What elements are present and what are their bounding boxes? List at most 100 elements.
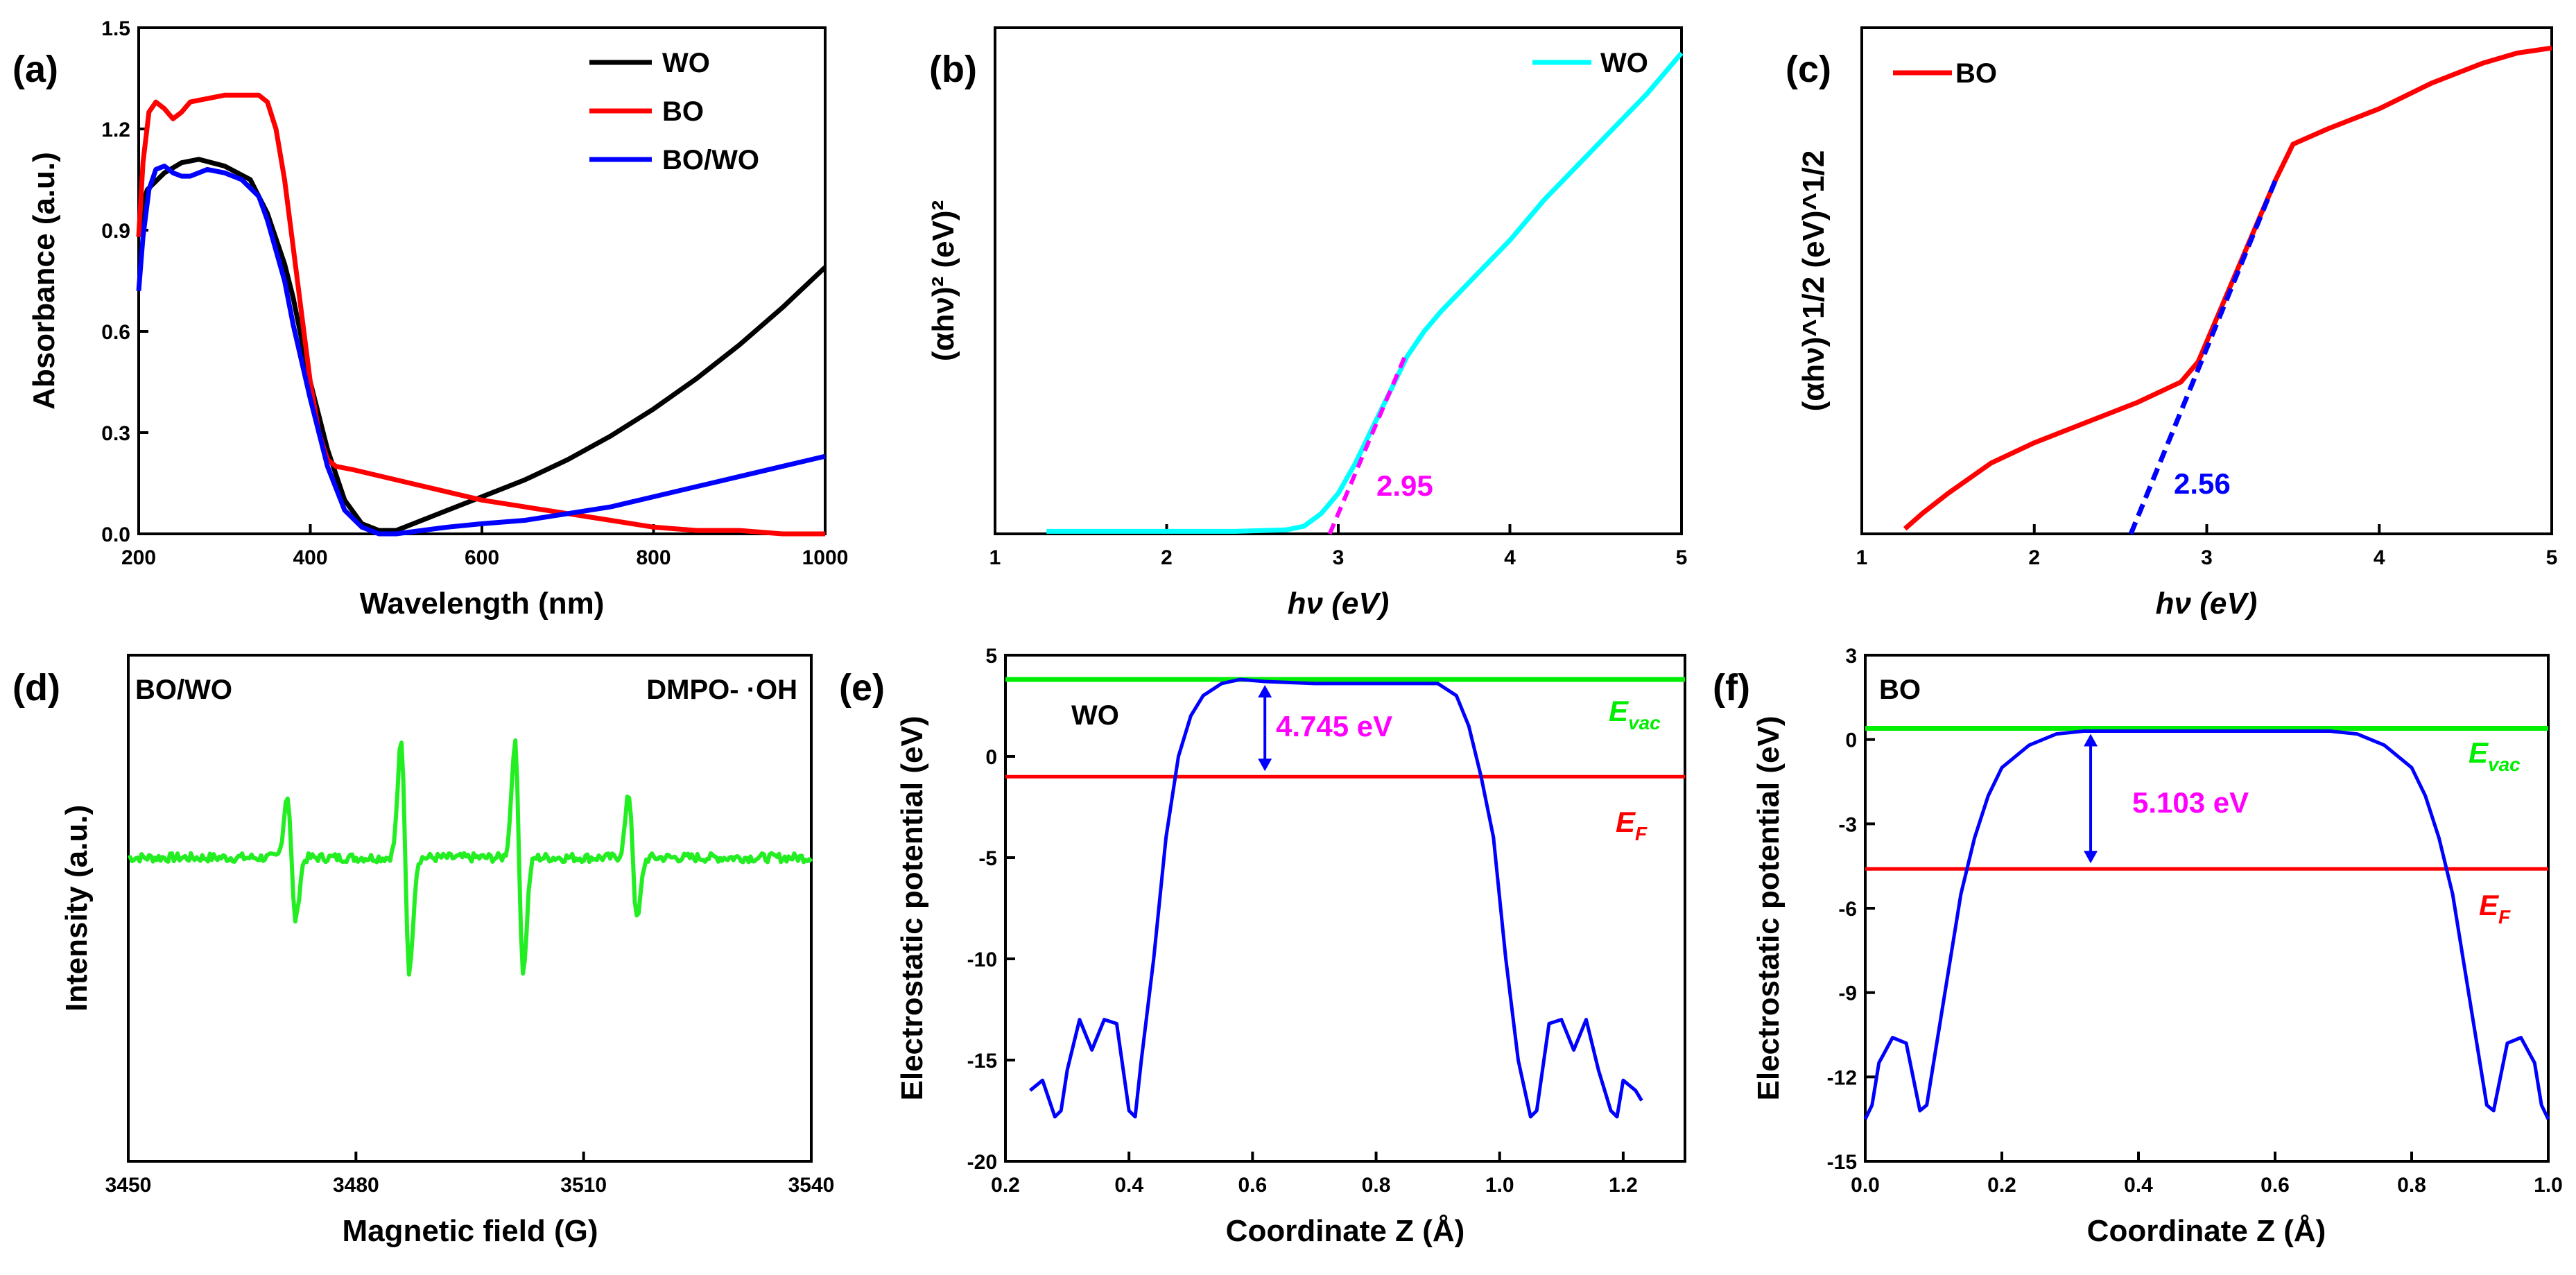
panel-c-xtick-label: 5: [2546, 546, 2558, 569]
panel-a-series: [136, 92, 827, 537]
panel-f-evac-label: Evac: [2469, 736, 2521, 775]
panel-f-arrow-head-up: [2084, 734, 2098, 747]
panel-b-xtick-label: 1: [989, 546, 1001, 569]
panel-f: (f) 0.0 0.2 0.4 0.6 0.8 1.0-15-12-9-6-303 BO …: [1713, 645, 2563, 1248]
panel-b-xtick-label: 3: [1333, 546, 1345, 569]
panel-a-series-bowo: [136, 164, 826, 537]
panel-e-frame: [1004, 654, 1686, 1163]
panel-e-ylabel: Electrostatic potential (eV): [895, 715, 929, 1100]
panel-e-ytick-label: -20: [967, 1151, 997, 1174]
panel-e-evac-label: Evac: [1609, 695, 1661, 734]
panel-e-ytick-label: 0: [985, 746, 997, 769]
panel-f-ytick-label: -3: [1838, 813, 1857, 836]
panel-d: (d) 3450 3480 3510 3540 BO/WO DMPO- ·OH Mag…: [12, 654, 835, 1248]
panel-d-xtick-label: 3510: [560, 1174, 607, 1197]
panel-d-xlabel: Magnetic field (G): [342, 1214, 598, 1248]
panel-b-ticks: 1 2 3 4 5: [989, 524, 1688, 569]
panel-f-tag: (f): [1713, 667, 1750, 709]
panel-e-ef-label: EF: [1616, 806, 1648, 844]
panel-e-xtick-label: 1.0: [1485, 1174, 1514, 1197]
panel-f-sample-label: BO: [1879, 675, 1921, 705]
panel-f-ytick-label: -9: [1838, 982, 1857, 1005]
panel-d-ticks: 3450 3480 3510 3540: [105, 1152, 835, 1197]
panel-c-xtick-label: 4: [2374, 546, 2385, 569]
panel-a-tag: (a): [12, 49, 58, 90]
panel-f-xtick-label: 0.0: [1851, 1174, 1880, 1197]
panel-e-ytick-label: -15: [967, 1050, 997, 1073]
panel-c-legend: BO: [1893, 58, 1997, 89]
panel-c-ticks: 1 2 3 4 5: [1856, 524, 2558, 569]
panel-e-ytick-label: -10: [967, 948, 997, 971]
panel-f-xtick-label: 1.0: [2534, 1174, 2563, 1197]
panel-b-fit-line: [1327, 351, 1409, 535]
panel-b-xlabel: hν (eV): [1288, 587, 1390, 621]
panel-b-series: [1046, 51, 1684, 535]
panel-f-ytick-label: -15: [1827, 1151, 1857, 1174]
panel-a-xtick-label: 600: [465, 546, 499, 569]
panel-e-series: [1005, 677, 1685, 1119]
panel-f-ef-label: EF: [2479, 889, 2511, 928]
legend-label-bo-c: BO: [1955, 58, 1997, 89]
panel-d-epr-spectrum: [128, 738, 813, 977]
panel-f-ytick-label: -12: [1827, 1066, 1857, 1089]
panel-d-frame: [127, 654, 813, 1163]
panel-f-xtick-label: 0.8: [2397, 1174, 2426, 1197]
panel-e-tag: (e): [839, 667, 885, 709]
panel-c-xtick-label: 3: [2201, 546, 2213, 569]
panel-e-potential-curve: [1029, 677, 1643, 1119]
panel-c-fit-line: [2128, 178, 2279, 535]
panel-d-tag: (d): [12, 667, 60, 709]
panel-e-sample-label: WO: [1071, 700, 1119, 731]
panel-a-xlabel: Wavelength (nm): [360, 587, 605, 621]
panel-d-xtick-label: 3450: [105, 1174, 152, 1197]
panel-e-xlabel: Coordinate Z (Å): [1226, 1214, 1465, 1248]
panel-f-series: [1863, 725, 2550, 1120]
panel-b-xtick-label: 2: [1161, 546, 1173, 569]
panel-f-ytick-label: -6: [1838, 898, 1857, 921]
panel-a-ytick-label: 1.5: [101, 17, 130, 40]
panel-a-ytick-label: 0.3: [101, 422, 130, 445]
panel-e-xtick-label: 0.2: [991, 1174, 1020, 1197]
panel-a-legend: WO BO BO/WO: [589, 48, 759, 175]
panel-f-ytick-label: 0: [1845, 729, 1857, 752]
panel-b-tag: (b): [929, 49, 977, 90]
panel-a-ytick-label: 1.2: [101, 119, 130, 141]
panel-c-ylabel: (αhν)^1/2 (eV)^1/2: [1797, 150, 1831, 412]
panel-d-series: [128, 738, 813, 977]
panel-a-xtick-label: 1000: [802, 546, 849, 569]
panel-c-series: [1903, 45, 2552, 535]
panel-e-ticks: 0.2 0.4 0.6 0.8 1.0 1.2 -20 -15 -10 -5 0 5: [967, 645, 1638, 1197]
panel-e-xtick-label: 0.4: [1114, 1174, 1143, 1197]
panel-f-ytick-label: 3: [1845, 645, 1857, 668]
panel-b-xtick-label: 4: [1504, 546, 1516, 569]
panel-a-ylabel: Absorbance (a.u.): [27, 152, 61, 410]
panel-b-legend: WO: [1532, 48, 1648, 78]
panel-a: (a) 200 400 600 800 1000 0.0 0.3 0.6 0.9 1.2 1.5 W…: [12, 17, 848, 621]
panel-d-sample-label: BO/WO: [135, 675, 232, 705]
panel-e: (e) 0.2 0.4 0.6 0.8 1.0 1.2 -20 -15 -10 -5 0 5 WO 4…: [839, 645, 1686, 1248]
panel-d-xtick-label: 3540: [788, 1174, 835, 1197]
panel-f-xtick-label: 0.4: [2124, 1174, 2153, 1197]
panel-c: (c) 1 2 3 4 5 BO 2.56 hν (eV) (αhν)^1/2 (eV)…: [1786, 26, 2558, 621]
panel-c-xtick-label: 2: [2028, 546, 2040, 569]
panel-e-arrow-head-down: [1258, 758, 1272, 772]
panel-a-ticks: 200 400 600 800 1000 0.0 0.3 0.6 0.9 1.2 1.5: [101, 17, 848, 569]
legend-label-bo: BO: [662, 96, 704, 127]
panel-f-potential-curve: [1863, 729, 2550, 1120]
panel-a-ytick-label: 0.6: [101, 321, 130, 344]
panel-b-xtick-label: 5: [1676, 546, 1688, 569]
panel-c-tag: (c): [1786, 49, 1831, 90]
panel-c-series-bo: [1903, 45, 2552, 531]
panel-b-bandgap-label: 2.95: [1376, 469, 1433, 502]
legend-label-wo: WO: [662, 48, 710, 78]
panel-b-frame: [994, 26, 1683, 535]
panel-e-ytick-label: -5: [978, 847, 997, 870]
panel-f-workfunction-label: 5.103 eV: [2132, 786, 2249, 819]
panel-e-workfunction-label: 4.745 eV: [1276, 710, 1392, 743]
panel-a-frame: [137, 26, 827, 535]
panel-d-ylabel: Intensity (a.u.): [60, 805, 94, 1012]
panel-e-ytick-label: 5: [985, 645, 997, 668]
panel-f-ticks: 0.0 0.2 0.4 0.6 0.8 1.0 -15 -12 -9 -6 -3 0 3: [1827, 645, 2563, 1197]
panel-a-xtick-label: 200: [121, 546, 156, 569]
